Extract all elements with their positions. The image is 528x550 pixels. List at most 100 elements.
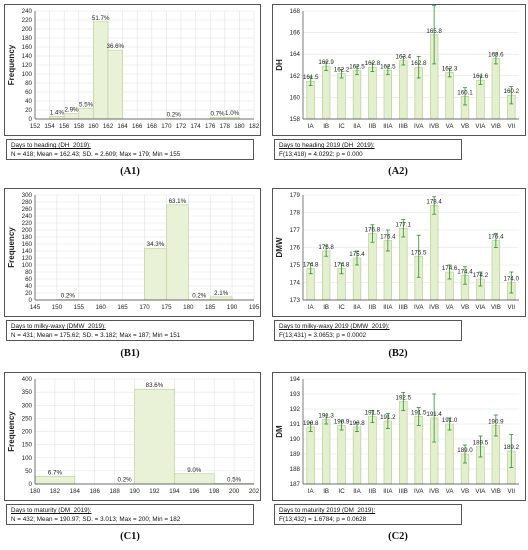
caption-c2-stats: F(13;432) = 1.6784; p = 0.0628 [279, 516, 367, 523]
chart-b1-ytick-label: 260 [22, 206, 33, 213]
chart-a1-ytick-label: 60 [25, 89, 32, 96]
chart-b1-ytick-label: 60 [25, 276, 32, 283]
panel-label-b1: (B1) [120, 348, 140, 359]
chart-c1-data-label: 6.7% [48, 469, 63, 476]
chart-a1-xtick-label: 154 [44, 123, 55, 130]
chart-b1-xtick-label: 160 [96, 304, 107, 311]
chart-b1-ytick-label: 280 [22, 199, 33, 206]
chart-a2-data-label: 162.5 [349, 63, 365, 70]
chart-a1-ytick-label: 140 [22, 53, 33, 60]
chart-b1-ytick-label: 80 [25, 269, 32, 276]
chart-a2-data-label: 161.5 [303, 74, 319, 81]
chart-a1-data-label: 0.2% [167, 112, 182, 119]
chart-b1-xtick-label: 185 [205, 304, 216, 311]
chart-c2-bar [445, 423, 454, 485]
chart-c2-ytick-label: 188 [290, 466, 301, 473]
chart-c1-data-label: 0.5% [227, 476, 242, 483]
chart-a1-ytick-label: 200 [22, 26, 33, 33]
chart-c1-ytick-label: 50 [25, 468, 32, 475]
chart-a1-bar [93, 21, 109, 120]
caption-a1-title: Days to heading (DH_2019): [11, 142, 91, 149]
chart-c2-data-label: 190.9 [334, 419, 350, 426]
chart-c2-data-label: 192.5 [396, 395, 412, 402]
chart-b1-data-label: 2.1% [214, 290, 229, 297]
chart-c2-data-label: 190.9 [488, 419, 504, 426]
chart-a2-bar [445, 72, 454, 120]
chart-a2-data-label: 162.2 [334, 67, 350, 74]
chart-c2-bar [383, 420, 393, 485]
chart-c2-ytick-label: 191 [290, 421, 301, 428]
caption-c1: Days to maturity (DM_2019): N = 432; Mea… [6, 504, 254, 525]
caption-c1-stats: N = 432; Mean = 190.97; SD. = 3.013; Max… [11, 516, 181, 523]
chart-c1-xtick-label: 180 [30, 488, 41, 495]
chart-b2-ytick-label: 174 [290, 280, 301, 287]
chart-c2-ytick-label: 189 [290, 451, 301, 458]
caption-b2-title: Days to milky-waxy 2019 (DMW_2019): [279, 323, 390, 330]
chart-a1-data-label: 5.5% [79, 102, 94, 109]
chart-b1-ytick-label: 200 [22, 227, 33, 234]
chart-a2-ytick-label: 158 [290, 116, 301, 123]
chart-a2-data-label: 160.2 [504, 88, 520, 95]
chart-a1-data-label: 51.7% [92, 15, 110, 22]
chart-a2-bar [383, 70, 393, 120]
chart-a1-ytick-label: 40 [25, 98, 32, 105]
chart-c2-frame: 187 188 189 190 191 192 193 194 DM IA 190.8 IB 191.3… [272, 372, 526, 501]
chart-c1-y-axis-title: Frequency [7, 411, 16, 452]
chart-c2-xtick-label: IC [338, 488, 345, 495]
chart-b2-data-label: 175.5 [411, 249, 427, 256]
chart-a1-bar [107, 49, 123, 120]
chart-a2-data-label: 162.8 [365, 60, 381, 67]
chart-a2-data-label: 165.8 [426, 28, 442, 35]
chart-a2-data-label: 163.4 [396, 54, 412, 61]
chart-b2-data-label: 176.4 [380, 234, 396, 241]
chart-a2-ytick-label: 166 [290, 30, 301, 37]
chart-b1-xtick-label: 190 [227, 304, 238, 311]
chart-b2-xtick-label: IB [323, 304, 329, 311]
chart-a1-data-label: 1.0% [225, 110, 240, 117]
chart-a1-xtick-label: 168 [147, 123, 158, 130]
chart-c2-bar [414, 416, 423, 485]
chart-c1-ytick-label: 250 [22, 415, 33, 422]
chart-b2-data-label: 174.6 [442, 265, 458, 272]
chart-c1-xtick-label: 198 [209, 488, 220, 495]
chart-b2-data-label: 175.8 [318, 244, 334, 251]
chart-a1-ytick-label: 160 [22, 44, 33, 51]
panel-label-c1: (C1) [120, 531, 140, 542]
chart-a2-bar [306, 80, 315, 120]
chart-b1-data-label: 0.2% [61, 293, 76, 300]
caption-c2: Days to maturity 2019 (DM_2019): F(13;43… [274, 504, 462, 525]
panel-label-c2: (C2) [388, 531, 408, 542]
chart-c2-ytick-label: 192 [290, 406, 301, 413]
chart-b1-bar [144, 247, 167, 301]
chart-c2-xtick-label: IIIB [399, 488, 408, 495]
chart-b2-data-label: 174.4 [457, 269, 473, 276]
chart-c2-data-label: 191.2 [380, 414, 396, 421]
chart-a1-xtick-label: 178 [220, 123, 231, 130]
chart-b2-xtick-label: IIIB [399, 304, 408, 311]
caption-c1-title: Days to maturity (DM_2019): [11, 507, 92, 514]
chart-c2-data-label: 189.5 [473, 440, 489, 447]
chart-c2-xtick-label: VB [461, 488, 469, 495]
caption-a2: Days to heading 2019 (DH_2019): F(13;418… [274, 139, 462, 160]
chart-c1-bar [34, 476, 76, 485]
chart-c2-xtick-label: IVA [414, 488, 424, 495]
chart-b2-ytick-label: 173 [290, 297, 301, 304]
chart-c1-ytick-label: 400 [22, 376, 33, 383]
chart-c2-data-label: 191.0 [442, 417, 458, 424]
chart-b2-data-label: 174.8 [303, 262, 319, 269]
chart-a2-xtick-label: IIB [369, 123, 377, 130]
chart-a2-ytick-label: 162 [290, 73, 301, 80]
chart-a1: 0 20 40 60 80 100 120 140 160 180 200 220 240 Frequen… [7, 8, 260, 130]
chart-b2-ytick-label: 177 [290, 227, 301, 234]
chart-c2-bar [321, 419, 331, 485]
chart-b2-bar [368, 233, 377, 301]
chart-c2-bar [352, 426, 362, 485]
chart-b1-xtick-label: 175 [161, 304, 172, 311]
chart-a1-data-label: 0.7% [210, 111, 225, 118]
chart-c2-data-label: 191.5 [365, 410, 381, 417]
chart-b2-ytick-label: 179 [290, 192, 301, 199]
chart-b1-ytick-label: 20 [25, 290, 32, 297]
chart-c2-xtick-label: IIB [369, 488, 377, 495]
chart-b2-data-label: 178.4 [426, 199, 442, 206]
chart-a2-data-label: 162.8 [411, 60, 427, 67]
